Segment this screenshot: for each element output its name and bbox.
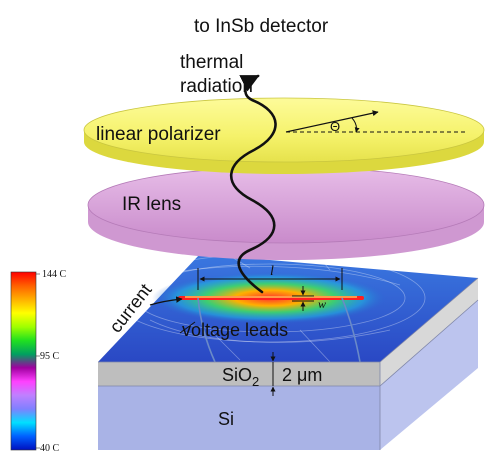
- si-front-face: [98, 386, 380, 450]
- polarizer-axis-arrow: [285, 110, 379, 133]
- sio2-side-face: [380, 278, 478, 386]
- thermal-radiation-label-1: thermal: [180, 52, 243, 73]
- voltage-leads-label: voltage leads: [182, 320, 288, 340]
- polarizer-label: linear polarizer: [96, 124, 221, 145]
- thermal-radiation-label-2: radiation: [180, 76, 253, 97]
- detector-label: to InSb detector: [194, 16, 329, 37]
- thickness-marker: 2 μm: [270, 352, 322, 396]
- theta-symbol: Θ: [330, 119, 340, 134]
- voltage-lead-wires: [197, 297, 361, 363]
- temperature-contours: [114, 253, 426, 363]
- temperature-colorbar: 144 C 95 C 40 C: [10, 269, 67, 454]
- sio2-front-face: [98, 362, 380, 386]
- voltage-leads-pointer: [179, 321, 196, 334]
- sample-block: [98, 253, 479, 450]
- ir-lens: [87, 166, 485, 260]
- colorbar-min-label: 40 C: [40, 443, 60, 454]
- thickness-label: 2 μm: [282, 365, 322, 385]
- ir-lens-label: IR lens: [122, 194, 181, 215]
- theta-arc: [351, 117, 360, 133]
- colorbar-ticks: [36, 273, 40, 449]
- colorbar-mid-label: 95 C: [40, 351, 60, 362]
- si-side-face: [380, 300, 478, 450]
- block-edges: [98, 277, 479, 450]
- colorbar-strip: [10, 271, 37, 451]
- sio2-label: SiO2: [222, 365, 259, 389]
- width-marker: w: [292, 286, 326, 311]
- length-marker: l: [197, 264, 343, 290]
- width-symbol: w: [318, 297, 326, 311]
- linear-polarizer: Θ: [83, 97, 485, 174]
- thermal-radiation-wave: [229, 74, 277, 294]
- si-label: Si: [218, 409, 234, 429]
- colorbar-max-label: 144 C: [42, 269, 67, 280]
- length-symbol: l: [270, 264, 274, 279]
